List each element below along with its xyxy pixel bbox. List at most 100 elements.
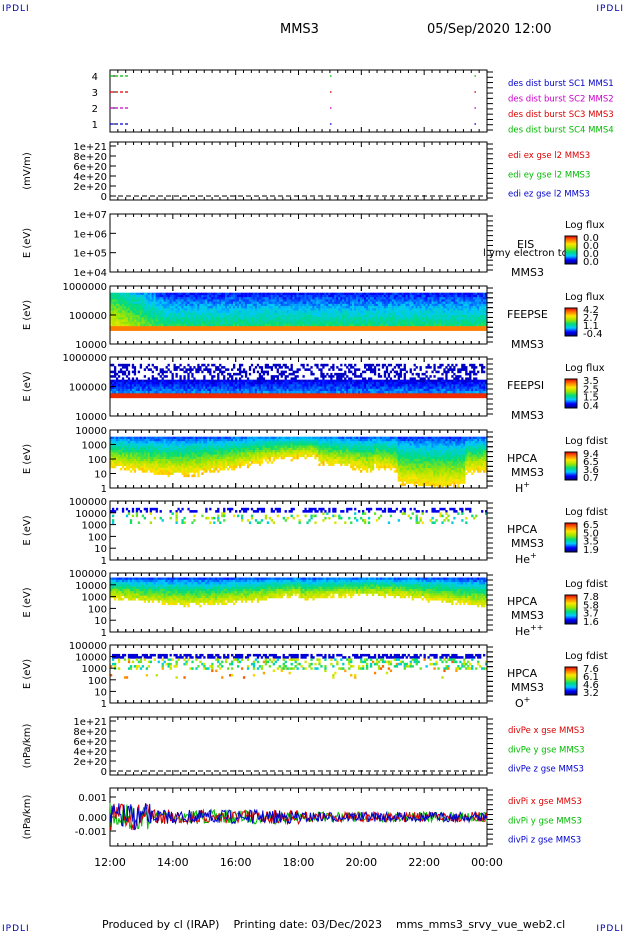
spectro-cell bbox=[290, 299, 293, 302]
spectro-cell bbox=[300, 301, 303, 305]
spectro-cell bbox=[298, 301, 301, 305]
spectro-cell bbox=[203, 303, 206, 307]
spectro-cell bbox=[129, 317, 133, 320]
spectro-cell bbox=[397, 299, 400, 302]
spectro-cell bbox=[111, 294, 115, 298]
spectro-cell bbox=[231, 323, 234, 327]
spectro-cell bbox=[379, 326, 383, 329]
spectro-cell bbox=[147, 306, 150, 309]
spectro-cell bbox=[167, 294, 170, 298]
spectro-cell bbox=[377, 299, 381, 302]
spectro-cell bbox=[290, 323, 293, 327]
spectro-cell bbox=[219, 303, 222, 307]
spectro-cell bbox=[231, 299, 234, 302]
spectro-cell bbox=[356, 310, 359, 314]
spectro-cell bbox=[314, 317, 317, 320]
spectro-cell bbox=[151, 395, 154, 399]
spectro-cell bbox=[221, 395, 224, 399]
spectro-cell bbox=[123, 310, 127, 314]
spectro-cell bbox=[365, 321, 369, 325]
spectro-cell bbox=[217, 386, 220, 390]
spectro-cell bbox=[407, 308, 410, 311]
spectro-cell bbox=[473, 292, 476, 296]
colorbar-title: Log flux bbox=[565, 220, 605, 231]
spectro-cell bbox=[314, 321, 317, 325]
spectro-cell bbox=[373, 294, 377, 298]
spectro-cell bbox=[195, 294, 198, 298]
spectro-cell bbox=[236, 388, 240, 392]
spectro-cell bbox=[360, 308, 363, 311]
spectro-cell bbox=[397, 328, 400, 331]
spectro-cell bbox=[153, 386, 156, 390]
spectro-cell bbox=[177, 326, 180, 329]
spectro-cell bbox=[129, 306, 133, 309]
spectro-cell bbox=[231, 317, 234, 320]
spectro-cell bbox=[411, 303, 414, 307]
spectro-cell bbox=[133, 315, 137, 318]
spectro-cell bbox=[157, 319, 160, 322]
spectro-cell bbox=[125, 391, 129, 394]
spectro-cell bbox=[215, 328, 218, 331]
spectro-cell bbox=[155, 366, 158, 369]
spectro-cell bbox=[340, 312, 343, 316]
spectro-cell bbox=[471, 299, 474, 302]
spectro-cell bbox=[153, 310, 156, 314]
spectro-cell bbox=[159, 315, 162, 318]
spectro-cell bbox=[415, 308, 418, 311]
spectro-cell bbox=[117, 386, 121, 390]
spectro-cell bbox=[465, 310, 468, 314]
spectro-cell bbox=[151, 321, 154, 325]
spectro-cell bbox=[260, 303, 264, 307]
spectro-cell bbox=[405, 308, 408, 311]
spectro-cell bbox=[302, 312, 305, 316]
spectro-cell bbox=[445, 301, 448, 305]
spectro-cell bbox=[354, 326, 357, 329]
spectro-cell bbox=[141, 317, 145, 320]
spectro-cell bbox=[181, 315, 184, 318]
spectro-cell bbox=[373, 308, 377, 311]
spectro-cell bbox=[485, 326, 488, 329]
spectro-cell bbox=[306, 299, 309, 302]
spectro-cell bbox=[171, 326, 174, 329]
spectro-cell bbox=[336, 299, 339, 302]
spectro-cell bbox=[217, 301, 220, 305]
spectro-cell bbox=[149, 388, 152, 392]
spectro-cell bbox=[465, 323, 468, 327]
spectro-cell bbox=[223, 306, 226, 309]
spectro-cell bbox=[185, 315, 188, 318]
spectro-cell bbox=[117, 328, 121, 331]
spectro-cell bbox=[481, 312, 484, 316]
spectro-cell bbox=[274, 297, 277, 300]
spectro-cell bbox=[465, 328, 468, 331]
spectro-cell bbox=[153, 308, 156, 311]
spectro-cell bbox=[356, 308, 359, 311]
spectro-cell bbox=[262, 297, 266, 300]
spectro-cell bbox=[352, 317, 355, 320]
spectro-cell bbox=[238, 384, 242, 387]
spectro-cell bbox=[161, 321, 164, 325]
spectro-cell bbox=[288, 315, 291, 318]
spectro-cell bbox=[342, 319, 345, 322]
spectro-cell bbox=[387, 292, 391, 296]
spectro-cell bbox=[272, 297, 275, 300]
spectro-cell bbox=[314, 319, 317, 322]
spectro-cell bbox=[111, 310, 115, 314]
spectro-cell bbox=[252, 297, 256, 300]
spectro-cell bbox=[407, 292, 410, 296]
legend-entry: divPi y gse MMS3 bbox=[508, 816, 582, 826]
spectro-cell bbox=[383, 301, 387, 305]
spectro-cell bbox=[187, 308, 190, 311]
spectro-cell bbox=[256, 328, 260, 331]
spectro-cell bbox=[256, 306, 260, 309]
spectro-cell bbox=[445, 310, 448, 314]
spectro-cell bbox=[117, 292, 121, 296]
spectro-cell bbox=[225, 384, 228, 387]
spectro-cell bbox=[177, 393, 180, 396]
spectro-cell bbox=[183, 393, 186, 396]
spectro-cell bbox=[270, 312, 273, 316]
spectro-cell bbox=[185, 370, 188, 374]
spectro-cell bbox=[284, 299, 287, 302]
spectro-cell bbox=[157, 312, 160, 316]
spectro-cell bbox=[272, 321, 275, 325]
spectro-cell bbox=[268, 328, 272, 331]
